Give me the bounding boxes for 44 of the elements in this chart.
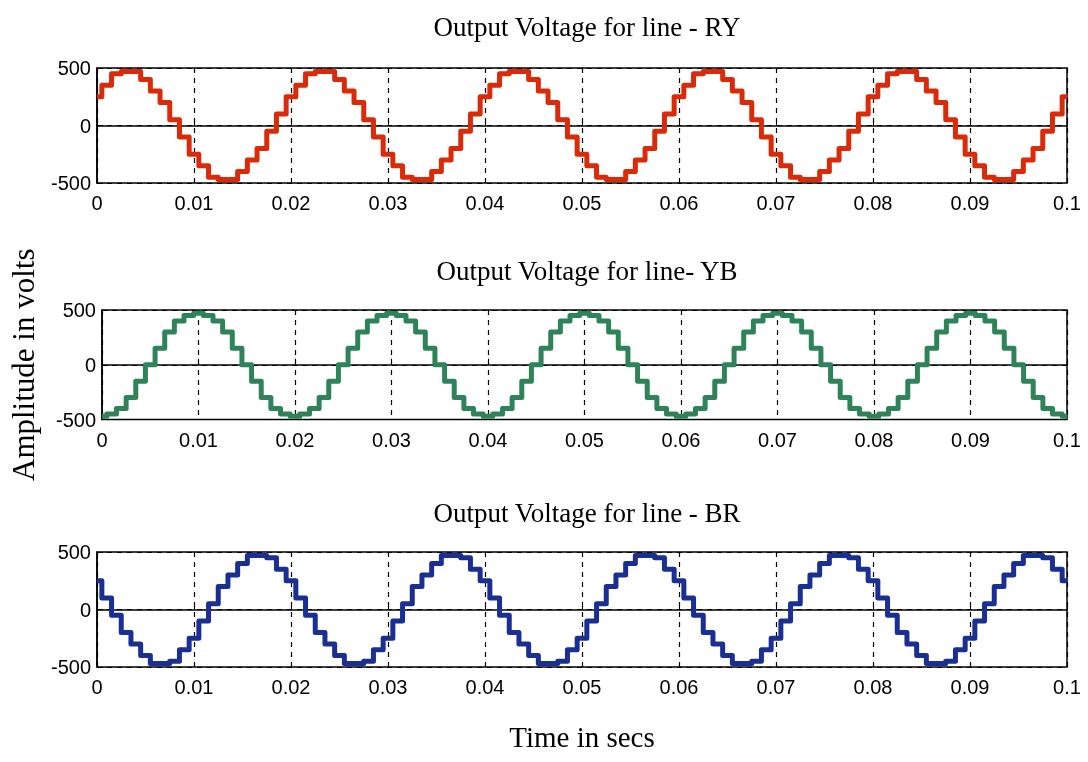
x-tick-label: 0.05 <box>562 192 602 214</box>
x-tick-label: 0.09 <box>950 192 990 214</box>
y-tick-label: -500 <box>55 408 96 431</box>
chart-title: Output Voltage for line - RY <box>433 11 741 42</box>
x-tick-label: 0.05 <box>562 676 602 698</box>
y-tick-label: 500 <box>57 57 91 79</box>
x-axis-title: Time in secs <box>509 720 655 753</box>
x-tick-label: 0.09 <box>950 676 990 698</box>
x-tick-label: 0.01 <box>179 428 218 451</box>
x-tick-label: 0.03 <box>368 192 408 214</box>
x-tick-label: 0.08 <box>854 428 894 451</box>
x-tick-label: 0.05 <box>565 428 604 451</box>
x-tick-label: 0.01 <box>174 676 214 698</box>
x-tick-label: 0.08 <box>853 676 893 698</box>
x-tick-label: 0.02 <box>275 428 315 451</box>
x-tick-label: 0.02 <box>271 192 311 214</box>
y-axis-title: Amplitude in volts <box>6 248 41 481</box>
chart-title: Output Voltage for line - BR <box>433 497 741 528</box>
y-tick-label: 0 <box>84 353 96 376</box>
x-tick-label: 0.01 <box>174 192 214 214</box>
x-tick-label: 0.03 <box>368 676 408 698</box>
x-tick-label: 0.03 <box>372 428 411 451</box>
x-tick-label: 0.06 <box>659 676 699 698</box>
x-tick-label: 0.09 <box>951 428 990 451</box>
x-tick-label: 0.07 <box>758 428 797 451</box>
chart-title: Output Voltage for line- YB <box>436 255 738 286</box>
x-tick-label: 0.04 <box>465 192 505 214</box>
x-tick-label: 0.06 <box>659 192 699 214</box>
x-tick-label: 0.08 <box>853 192 893 214</box>
y-tick-label: -500 <box>50 172 91 194</box>
x-tick-label: 0.07 <box>756 676 796 698</box>
y-tick-label: -500 <box>50 656 91 678</box>
y-tick-label: 500 <box>57 541 91 563</box>
x-tick-label: 0.1 <box>1053 428 1081 451</box>
x-tick-label: 0.06 <box>661 428 701 451</box>
x-tick-label: 0.1 <box>1053 192 1081 214</box>
x-tick-label: 0.02 <box>271 676 311 698</box>
y-tick-label: 0 <box>79 114 91 137</box>
y-tick-label: 500 <box>62 299 96 321</box>
x-tick-label: 0.1 <box>1053 676 1081 698</box>
x-tick-label: 0.07 <box>756 192 796 214</box>
y-tick-label: 0 <box>79 598 91 621</box>
x-tick-label: 0.04 <box>465 676 505 698</box>
x-tick-label: 0.04 <box>468 428 508 451</box>
